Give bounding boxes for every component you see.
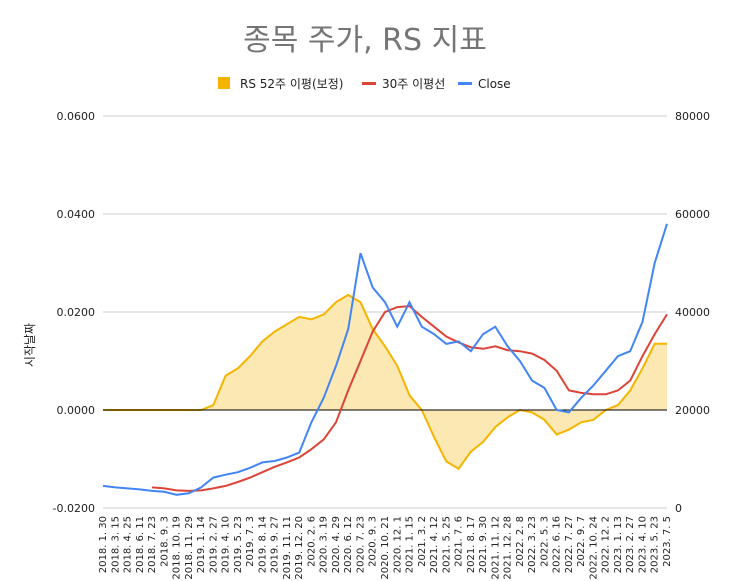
legend-label-ma30: 30주 이평선 bbox=[382, 77, 445, 91]
x-tick-label: 2019. 4. 10 bbox=[221, 516, 232, 573]
x-tick-label: 2021. 4. 12 bbox=[429, 516, 440, 573]
x-tick-label: 2023. 1. 13 bbox=[613, 516, 624, 573]
x-tick-label: 2023. 4. 10 bbox=[637, 516, 648, 573]
x-tick-label: 2019. 7. 3 bbox=[245, 516, 256, 567]
x-tick-label: 2023. 7. 5 bbox=[662, 516, 673, 567]
legend: RS 52주 이평(보정) 30주 이평선 Close bbox=[218, 77, 511, 91]
x-tick-label: 2022. 2. 8 bbox=[515, 516, 526, 567]
x-tick-label: 2019. 8. 14 bbox=[257, 516, 268, 573]
x-tick-label: 2022. 6. 16 bbox=[552, 516, 563, 573]
x-tick-label: 2022. 9. 7 bbox=[576, 516, 587, 567]
series-area-rs bbox=[103, 294, 667, 469]
x-tick-label: 2023. 5. 23 bbox=[650, 516, 661, 573]
x-tick-label: 2019. 5. 23 bbox=[233, 516, 244, 573]
x-tick-label: 2021. 8. 17 bbox=[466, 516, 477, 573]
x-tick-label: 2022. 10. 24 bbox=[588, 516, 599, 580]
x-tick-label: 2020. 9. 3 bbox=[368, 516, 379, 567]
right-axis-ticks: 80000 60000 40000 20000 0 bbox=[675, 110, 710, 515]
legend-swatch-rs bbox=[218, 77, 230, 89]
x-tick-label: 2021. 12. 28 bbox=[503, 516, 514, 580]
right-tick-label: 60000 bbox=[675, 208, 710, 221]
right-tick-label: 20000 bbox=[675, 404, 710, 417]
x-tick-label: 2018. 6. 11 bbox=[135, 516, 146, 573]
y-axis-title: 시작날짜 bbox=[23, 323, 37, 367]
x-tick-label: 2018. 7. 23 bbox=[147, 516, 158, 573]
x-axis-ticks: 2018. 1. 30 2018. 3. 15 2018. 4. 25 2018. 6… bbox=[98, 516, 673, 580]
left-axis-ticks: 0.0600 0.0400 0.0200 0.0000 -0.0200 bbox=[53, 110, 95, 515]
x-tick-label: 2020. 7. 23 bbox=[355, 516, 366, 573]
x-tick-label: 2018. 10. 19 bbox=[172, 516, 183, 580]
x-tick-label: 2021. 1. 15 bbox=[405, 516, 416, 573]
legend-label-rs: RS 52주 이평(보정) bbox=[240, 77, 343, 91]
left-tick-label: 0.0400 bbox=[57, 208, 96, 221]
left-tick-label: -0.0200 bbox=[53, 502, 95, 515]
legend-swatch-ma30 bbox=[362, 82, 376, 85]
series-line-close bbox=[102, 223, 668, 496]
x-tick-label: 2019. 9. 27 bbox=[270, 516, 281, 573]
x-tick-label: 2019. 2. 27 bbox=[208, 516, 219, 573]
right-tick-label: 40000 bbox=[675, 306, 710, 319]
left-tick-label: 0.0200 bbox=[57, 306, 96, 319]
series-line-ma30 bbox=[151, 305, 668, 492]
x-tick-label: 2021. 7. 6 bbox=[454, 516, 465, 567]
x-tick-label: 2020. 4. 29 bbox=[331, 516, 342, 573]
x-tick-label: 2022. 12. 2 bbox=[601, 516, 612, 573]
x-tick-label: 2019. 11. 11 bbox=[282, 516, 293, 580]
x-tick-label: 2018. 1. 30 bbox=[98, 516, 109, 573]
x-tick-label: 2022. 5. 3 bbox=[539, 516, 550, 567]
right-tick-label: 0 bbox=[675, 502, 682, 515]
x-tick-label: 2020. 12. 1 bbox=[392, 516, 403, 573]
x-tick-label: 2022. 7. 27 bbox=[564, 516, 575, 573]
x-tick-label: 2023. 2. 27 bbox=[625, 516, 636, 573]
left-tick-label: 0.0600 bbox=[57, 110, 96, 123]
x-tick-label: 2021. 9. 30 bbox=[478, 516, 489, 573]
chart-title: 종목 주가, RS 지표 bbox=[243, 23, 487, 58]
x-tick-label: 2018. 9. 3 bbox=[159, 516, 170, 567]
x-tick-label: 2022. 3. 23 bbox=[527, 516, 538, 573]
x-tick-label: 2019. 1. 14 bbox=[196, 516, 207, 573]
x-tick-label: 2021. 5. 25 bbox=[441, 516, 452, 573]
x-tick-label: 2020. 2. 6 bbox=[306, 516, 317, 567]
x-tick-label: 2020. 10. 21 bbox=[380, 516, 391, 580]
x-tick-label: 2019. 12. 20 bbox=[294, 516, 305, 580]
x-tick-label: 2021. 3. 2 bbox=[417, 516, 428, 567]
x-tick-label: 2018. 4. 25 bbox=[123, 516, 134, 573]
x-tick-label: 2021. 11. 12 bbox=[490, 516, 501, 580]
x-tick-label: 2018. 11. 29 bbox=[184, 516, 195, 580]
x-tick-label: 2020. 3. 19 bbox=[319, 516, 330, 573]
x-tick-label: 2018. 3. 15 bbox=[110, 516, 121, 573]
x-tick-label: 2020. 6. 12 bbox=[343, 516, 354, 573]
legend-swatch-close bbox=[458, 82, 472, 85]
right-tick-label: 80000 bbox=[675, 110, 710, 123]
left-tick-label: 0.0000 bbox=[57, 404, 96, 417]
legend-label-close: Close bbox=[478, 77, 511, 91]
